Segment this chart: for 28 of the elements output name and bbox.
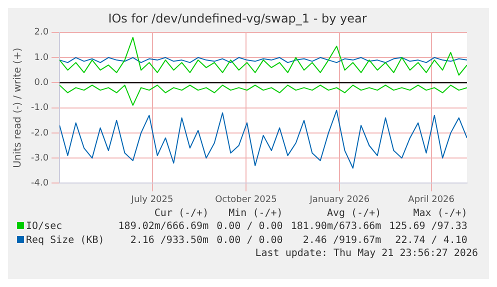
x-tick-label: January 2026: [308, 194, 370, 205]
legend-label: Req Size (KB): [25, 234, 106, 248]
text: Min (-/+): [228, 208, 284, 220]
text: 189.02m/666.69m: [117, 220, 210, 234]
y-tick-label: 2.0: [34, 28, 49, 38]
text: 0.00 / 0.00: [216, 220, 284, 234]
text: Avg (-/+): [326, 208, 382, 220]
y-tick-label: -3.0: [31, 153, 49, 164]
text: 125.69 /97.33: [388, 220, 468, 234]
legend-label: IO/sec: [25, 220, 64, 234]
text: 2.46 /919.67m: [302, 234, 382, 248]
y-axis-title: Units read (-) / write (+): [12, 48, 24, 168]
x-tick-label: April 2026: [408, 194, 455, 205]
text: Max (-/+): [412, 208, 468, 220]
text: 0.00 / 0.00: [216, 234, 284, 248]
chart-title: IOs for /dev/undefined-vg/swap_1 - by year: [108, 11, 367, 26]
y-tick-label: -2.0: [31, 128, 49, 138]
x-tick-label: October 2025: [215, 194, 277, 205]
text: 2.16 /933.50m: [129, 234, 210, 248]
text: 22.74 / 4.10: [394, 234, 468, 248]
y-tick-label: 0.0: [34, 78, 49, 88]
y-tick-label: -1.0: [31, 103, 49, 114]
y-tick-label: -4.0: [31, 178, 49, 189]
text: Cur (-/+): [153, 208, 210, 220]
text: Last update: Thu May 21 23:56:27 2026: [254, 248, 478, 259]
text: 181.90m/673.66m: [290, 220, 382, 234]
x-tick-label: July 2025: [130, 194, 174, 205]
y-tick-label: 1.0: [34, 52, 49, 63]
